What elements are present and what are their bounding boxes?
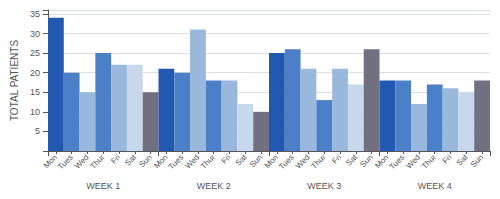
- svg-text:Fri: Fri: [109, 153, 122, 166]
- svg-text:Sun: Sun: [137, 153, 153, 169]
- svg-text:Thur: Thur: [199, 153, 217, 171]
- svg-text:Sun: Sun: [358, 153, 374, 169]
- svg-text:Wed: Wed: [404, 153, 422, 171]
- svg-text:Thur: Thur: [309, 153, 327, 171]
- svg-text:Fri: Fri: [441, 153, 454, 166]
- svg-text:Sat: Sat: [123, 152, 138, 167]
- svg-text:Tues: Tues: [388, 153, 407, 172]
- svg-text:Fri: Fri: [220, 153, 233, 166]
- svg-text:35: 35: [30, 9, 40, 19]
- svg-text:15: 15: [30, 87, 40, 97]
- svg-text:Mon: Mon: [152, 153, 169, 170]
- svg-text:30: 30: [30, 29, 40, 39]
- svg-text:Wed: Wed: [294, 153, 312, 171]
- svg-text:20: 20: [30, 68, 40, 78]
- svg-text:TOTAL PATIENTS: TOTAL PATIENTS: [9, 40, 20, 121]
- svg-text:WEEK 4: WEEK 4: [418, 181, 452, 191]
- svg-text:Sun: Sun: [248, 153, 264, 169]
- svg-text:Tues: Tues: [277, 153, 296, 172]
- svg-text:Mon: Mon: [42, 153, 59, 170]
- svg-text:Tues: Tues: [167, 153, 186, 172]
- svg-text:Thur: Thur: [420, 153, 438, 171]
- svg-text:WEEK 1: WEEK 1: [86, 181, 120, 191]
- svg-text:Wed: Wed: [183, 153, 201, 171]
- svg-text:10: 10: [30, 107, 40, 117]
- svg-text:Sat: Sat: [234, 152, 249, 167]
- svg-text:WEEK 3: WEEK 3: [307, 181, 341, 191]
- svg-text:Sun: Sun: [469, 153, 485, 169]
- svg-text:5: 5: [35, 126, 40, 136]
- svg-text:Sat: Sat: [344, 152, 359, 167]
- svg-text:25: 25: [30, 48, 40, 58]
- svg-text:Mon: Mon: [373, 153, 390, 170]
- svg-text:Sat: Sat: [455, 152, 470, 167]
- svg-text:WEEK 2: WEEK 2: [197, 181, 231, 191]
- svg-text:Wed: Wed: [73, 153, 91, 171]
- svg-text:Fri: Fri: [330, 153, 343, 166]
- svg-text:Thur: Thur: [88, 153, 106, 171]
- svg-text:Mon: Mon: [263, 153, 280, 170]
- svg-text:Tues: Tues: [56, 153, 75, 172]
